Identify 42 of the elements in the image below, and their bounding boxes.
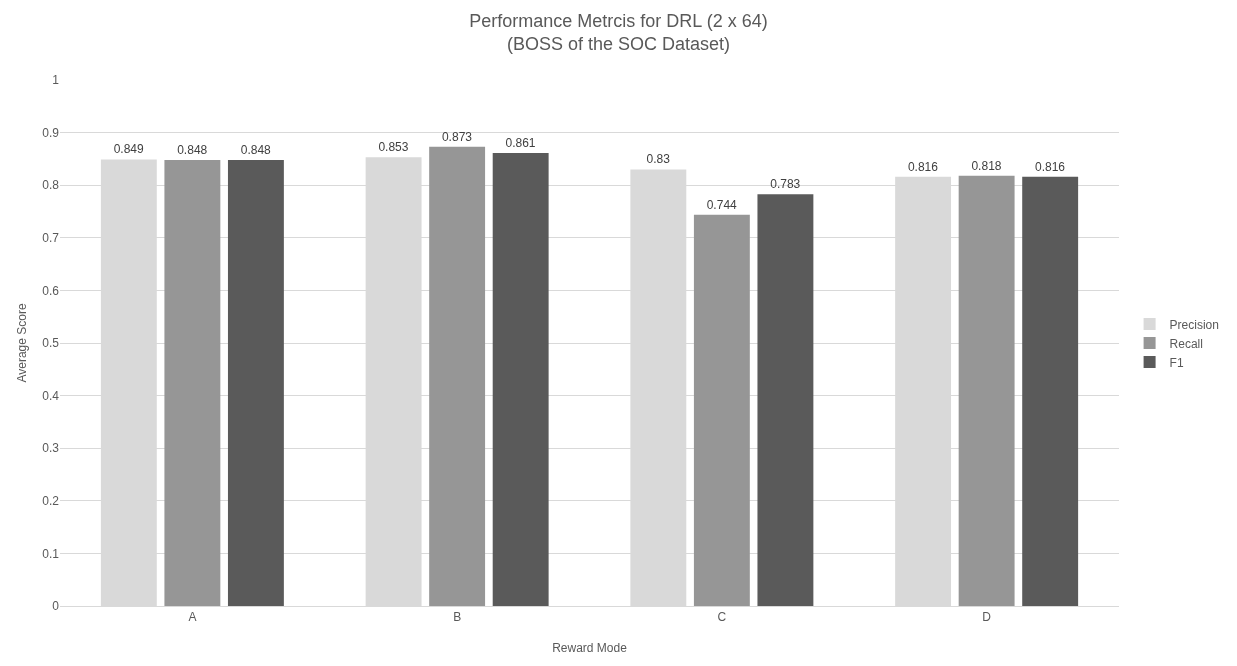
data-label: 0.816 [1034, 159, 1066, 174]
y-tick-label: 0.6 [42, 283, 60, 298]
legend-label: F1 [1169, 355, 1184, 370]
x-tick-label: A [188, 610, 197, 625]
data-label: 0.83 [646, 152, 671, 167]
bar [164, 159, 221, 606]
y-tick-label: 1 [52, 73, 60, 88]
chart-title: Performance Metrcis for DRL (2 x 64) [469, 10, 768, 31]
data-label: 0.853 [378, 140, 409, 155]
data-label: 0.783 [770, 177, 801, 192]
bar [1022, 176, 1079, 606]
data-label: 0.848 [240, 142, 272, 157]
x-tick-label: C [717, 610, 727, 625]
y-tick-label: 0.3 [42, 441, 60, 456]
y-tick-label: 0.1 [42, 546, 60, 561]
y-tick-label: 0.2 [42, 494, 60, 508]
legend-label: Precision [1169, 317, 1219, 332]
x-tick-label: D [982, 610, 992, 625]
y-tick-label: 0.5 [42, 336, 60, 351]
y-tick-label: 0.8 [42, 178, 60, 193]
bar [429, 146, 486, 606]
bar [958, 175, 1015, 606]
bar [227, 159, 284, 606]
x-tick-label: B [453, 610, 462, 625]
data-label: 0.818 [971, 158, 1002, 173]
y-tick-label: 0 [52, 599, 60, 614]
y-tick-label: 0.7 [42, 231, 60, 245]
bar [757, 194, 814, 606]
data-label: 0.873 [441, 129, 473, 144]
y-axis-title: Average Score [15, 303, 29, 383]
data-label: 0.744 [706, 197, 738, 212]
legend-label: Recall [1169, 336, 1203, 351]
bar [492, 153, 549, 606]
data-label: 0.816 [907, 159, 939, 174]
data-label: 0.848 [177, 142, 208, 157]
chart-subtitle: (BOSS of the SOC Dataset) [506, 34, 731, 55]
data-label: 0.849 [113, 142, 145, 157]
data-label: 0.861 [505, 136, 536, 151]
y-tick-label: 0.4 [42, 388, 60, 403]
bar [693, 214, 750, 606]
y-tick-label: 0.9 [42, 125, 60, 140]
x-axis-title: Reward Mode [552, 641, 628, 655]
